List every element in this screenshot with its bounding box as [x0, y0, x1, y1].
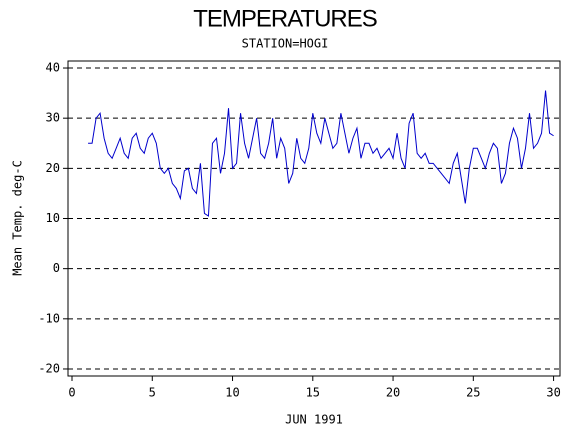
- x-tick-label: 10: [225, 386, 239, 400]
- y-tick-label: 20: [46, 161, 60, 175]
- y-tick-label: 40: [46, 61, 60, 75]
- x-tick-label: 0: [68, 386, 75, 400]
- y-tick-label: -10: [38, 311, 60, 325]
- temperature-line: [88, 90, 554, 217]
- x-axis-label: JUN 1991: [285, 413, 343, 427]
- x-tick-label: 30: [546, 386, 560, 400]
- chart-title: TEMPERATURES: [193, 5, 377, 32]
- y-axis-label: Mean Temp. deg-C: [11, 160, 25, 276]
- y-tick-label: 10: [46, 211, 60, 225]
- x-tick-label: 15: [306, 386, 320, 400]
- y-tick-label: 30: [46, 111, 60, 125]
- y-tick-label: -20: [38, 361, 60, 375]
- x-tick-label: 20: [386, 386, 400, 400]
- y-tick-label: 0: [53, 261, 60, 275]
- x-tick-label: 25: [466, 386, 480, 400]
- x-tick-label: 5: [149, 386, 156, 400]
- chart-subtitle: STATION=HOGI: [242, 37, 329, 51]
